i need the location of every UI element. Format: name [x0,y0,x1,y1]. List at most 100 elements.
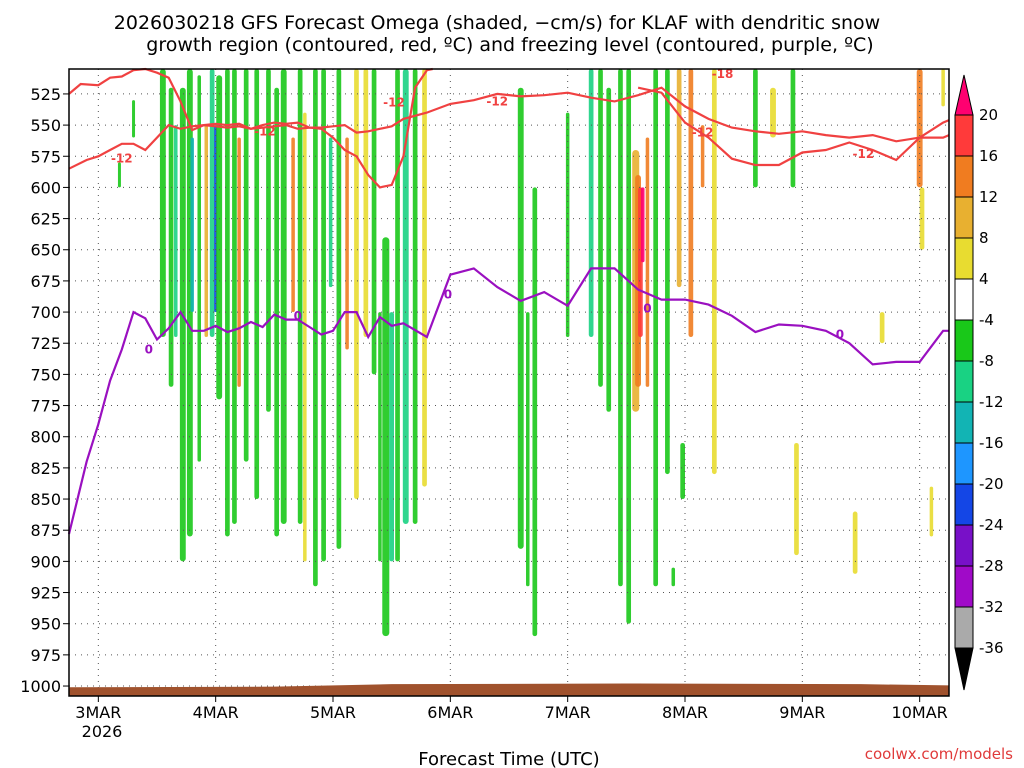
omega-cell [422,69,427,487]
omega-cell [916,69,923,188]
colorbar-label: 16 [979,147,998,165]
colorbar-segment [954,278,974,321]
x-tick-label: 10MAR [892,703,948,722]
omega-cell [321,69,326,562]
omega-cell [117,162,121,188]
omega-cell [395,69,400,562]
omega-cell [303,112,307,562]
omega-cell [929,486,934,537]
x-tick-label: 9MAR [779,703,825,722]
y-tick-label: 925 [30,584,61,603]
omega-cell [204,125,209,338]
colorbar-segment [954,155,974,198]
x-axis: 3MAR 4MAR 5MAR 6MAR 7MAR 8MAR 9MAR 10MAR [75,696,948,722]
terrain-surface [69,683,949,696]
y-tick-label: 625 [30,210,61,229]
omega-cell [179,87,186,562]
omega-cell [280,69,287,524]
colorbar-bottom-arrow [954,647,974,691]
x-tick-label: 4MAR [193,703,239,722]
colorbar-segment [954,442,974,485]
contour-freezing [67,267,949,535]
omega-cell [363,69,369,338]
omega-cell [941,69,945,107]
omega-cell [168,87,174,387]
colorbar-label: 20 [979,106,998,124]
omega-cell [225,69,230,537]
y-tick-label: 725 [30,334,61,353]
x-axis-label: Forecast Time (UTC) [418,749,599,768]
y-tick-label: 550 [30,116,61,135]
colorbar-segment [954,401,974,444]
omega-cell [209,69,215,338]
omega-cell [382,237,390,637]
colorbar-segment [954,237,974,280]
omega-cell [197,75,201,462]
y-tick-label: 775 [30,397,61,416]
omega-cell [790,69,796,188]
x-tick-label: 3MAR [75,703,121,722]
omega-cell [345,137,349,350]
contours: -12 -12 -12 -12 -12 -12 -18 0 0 0 0 0 [67,67,950,535]
y-tick-label: 825 [30,459,61,478]
omega-cell [770,87,776,138]
y-tick-label: 575 [30,147,61,166]
colorbar-label: -16 [979,434,1004,452]
colorbar-label: -36 [979,639,1004,657]
colorbar-segment [954,114,974,157]
omega-cell [565,112,570,338]
colorbar-label: -24 [979,516,1004,534]
colorbar-segment [954,319,974,362]
omega-cell [526,312,530,587]
omega-cell [653,69,659,587]
y-tick-label: 650 [30,241,61,260]
omega-cell [371,69,377,375]
contour-label: 0 [145,342,153,356]
colorbar-label: -20 [979,475,1004,493]
omega-cell [517,87,524,549]
omega-cell [645,137,650,387]
omega-cell [618,69,623,587]
colorbar-segment [954,196,974,239]
omega-cell [606,87,612,412]
colorbar-segment [954,360,974,403]
omega-cell [641,187,645,263]
omega-cell [402,69,409,524]
omega-cell [159,69,166,338]
y-tick-label: 900 [30,552,61,571]
colorbar: 20 16 12 8 4 -4 -8 -12 -16 -20 -24 -28 -32 -36 [954,74,1004,691]
omega-cell [665,69,670,475]
contour-label: -12 [254,124,276,138]
omega-cell [291,137,295,313]
omega-cell [274,87,280,537]
credit-text: coolwx.com/models [865,745,1013,763]
omega-cell [700,125,705,188]
plot-border [68,68,950,697]
omega-cell [190,137,194,313]
x-tick-label: 6MAR [427,703,473,722]
omega-cell [588,69,594,338]
contour-label: 0 [444,288,452,302]
colorbar-segment [954,483,974,526]
colorbar-label: -28 [979,557,1004,575]
colorbar-top-arrow [954,74,974,116]
colorbar-label: 12 [979,188,998,206]
y-tick-label: 875 [30,521,61,540]
chart-title-line2: growth region (contoured, red, ºC) and f… [146,34,873,56]
x-tick-label: 8MAR [662,703,708,722]
contour-label: 0 [294,309,302,323]
omega-cell [328,137,333,288]
contour-label: 0 [836,328,844,342]
omega-cell [671,567,676,587]
omega-cell [378,312,382,562]
y-tick-label: 700 [30,303,61,322]
terrain-fill [69,683,949,696]
y-tick-label: 850 [30,490,61,509]
contour-dgz_right [637,86,950,167]
y-tick-label: 800 [30,428,61,447]
omega-cell [676,69,682,288]
omega-cell [389,312,395,562]
omega-cell [879,312,885,344]
y-tick-label: 950 [30,615,61,634]
